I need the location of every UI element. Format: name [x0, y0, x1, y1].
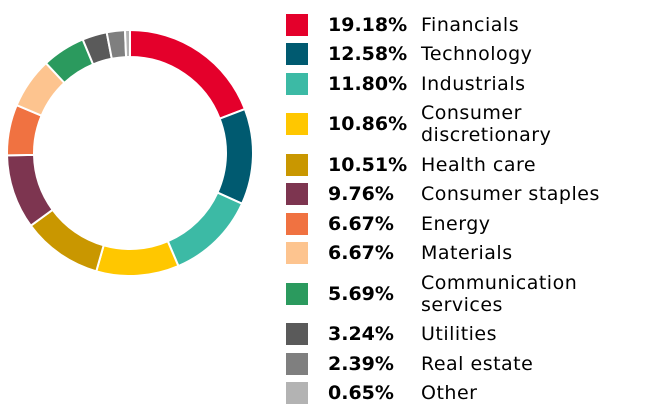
slice — [216, 107, 254, 206]
value-label: 10.86% — [328, 113, 408, 136]
legend-item: 2.39% Real estate — [286, 349, 654, 379]
legend-label: Energy — [421, 212, 491, 235]
value-label: 0.65% — [328, 382, 394, 405]
legend-item: 5.69% Communication services — [286, 268, 654, 320]
legend-item: 0.65% Other — [286, 379, 654, 409]
legend-label: Industrials — [421, 72, 526, 95]
legend-swatch — [286, 282, 308, 305]
slice — [129, 28, 247, 120]
legend-label: Consumer staples — [421, 183, 600, 206]
value-label: 19.18% — [328, 13, 408, 36]
legend-label: Consumer discretionary — [421, 102, 552, 147]
legend-swatch — [286, 183, 308, 206]
slice — [166, 191, 244, 268]
legend-swatch — [286, 72, 308, 95]
legend-label: Utilities — [421, 323, 498, 346]
slice — [95, 239, 180, 277]
legend-swatch — [286, 113, 308, 136]
legend-item: 19.18% Financials — [286, 10, 654, 40]
legend-item: 6.67% Materials — [286, 239, 654, 269]
donut-chart — [6, 28, 254, 277]
legend-item: 6.67% Energy — [286, 209, 654, 239]
legend-item: 10.86% Consumer discretionary — [286, 99, 654, 151]
legend-item: 9.76% Consumer staples — [286, 180, 654, 210]
legend-label: Financials — [421, 13, 520, 36]
slice — [29, 208, 105, 273]
legend: 19.18% Financials 12.58% Technology 11.80% In… — [286, 10, 654, 408]
legend-swatch — [286, 382, 308, 405]
legend-label: Technology — [421, 43, 533, 66]
legend-label: Health care — [421, 153, 537, 176]
value-label: 12.58% — [328, 43, 408, 66]
value-label: 6.67% — [328, 242, 394, 265]
legend-swatch — [286, 43, 308, 66]
legend-swatch — [286, 352, 308, 375]
value-label: 5.69% — [328, 282, 394, 305]
value-label: 9.76% — [328, 183, 394, 206]
value-label: 2.39% — [328, 352, 394, 375]
legend-item: 11.80% Industrials — [286, 69, 654, 99]
value-label: 11.80% — [328, 72, 408, 95]
legend-label: Materials — [421, 242, 513, 265]
legend-label: Other — [421, 382, 478, 405]
legend-swatch — [286, 323, 308, 346]
slice — [6, 153, 54, 228]
legend-item: 10.51% Health care — [286, 150, 654, 180]
slice — [123, 28, 131, 59]
legend-swatch — [286, 153, 308, 176]
legend-swatch — [286, 242, 308, 265]
legend-label: Communication services — [421, 271, 578, 316]
legend-item: 3.24% Utilities — [286, 320, 654, 350]
legend-label: Real estate — [421, 352, 534, 375]
value-label: 10.51% — [328, 153, 408, 176]
legend-swatch — [286, 13, 308, 36]
value-label: 6.67% — [328, 212, 394, 235]
legend-item: 12.58% Technology — [286, 40, 654, 70]
legend-swatch — [286, 212, 308, 235]
value-label: 3.24% — [328, 323, 394, 346]
